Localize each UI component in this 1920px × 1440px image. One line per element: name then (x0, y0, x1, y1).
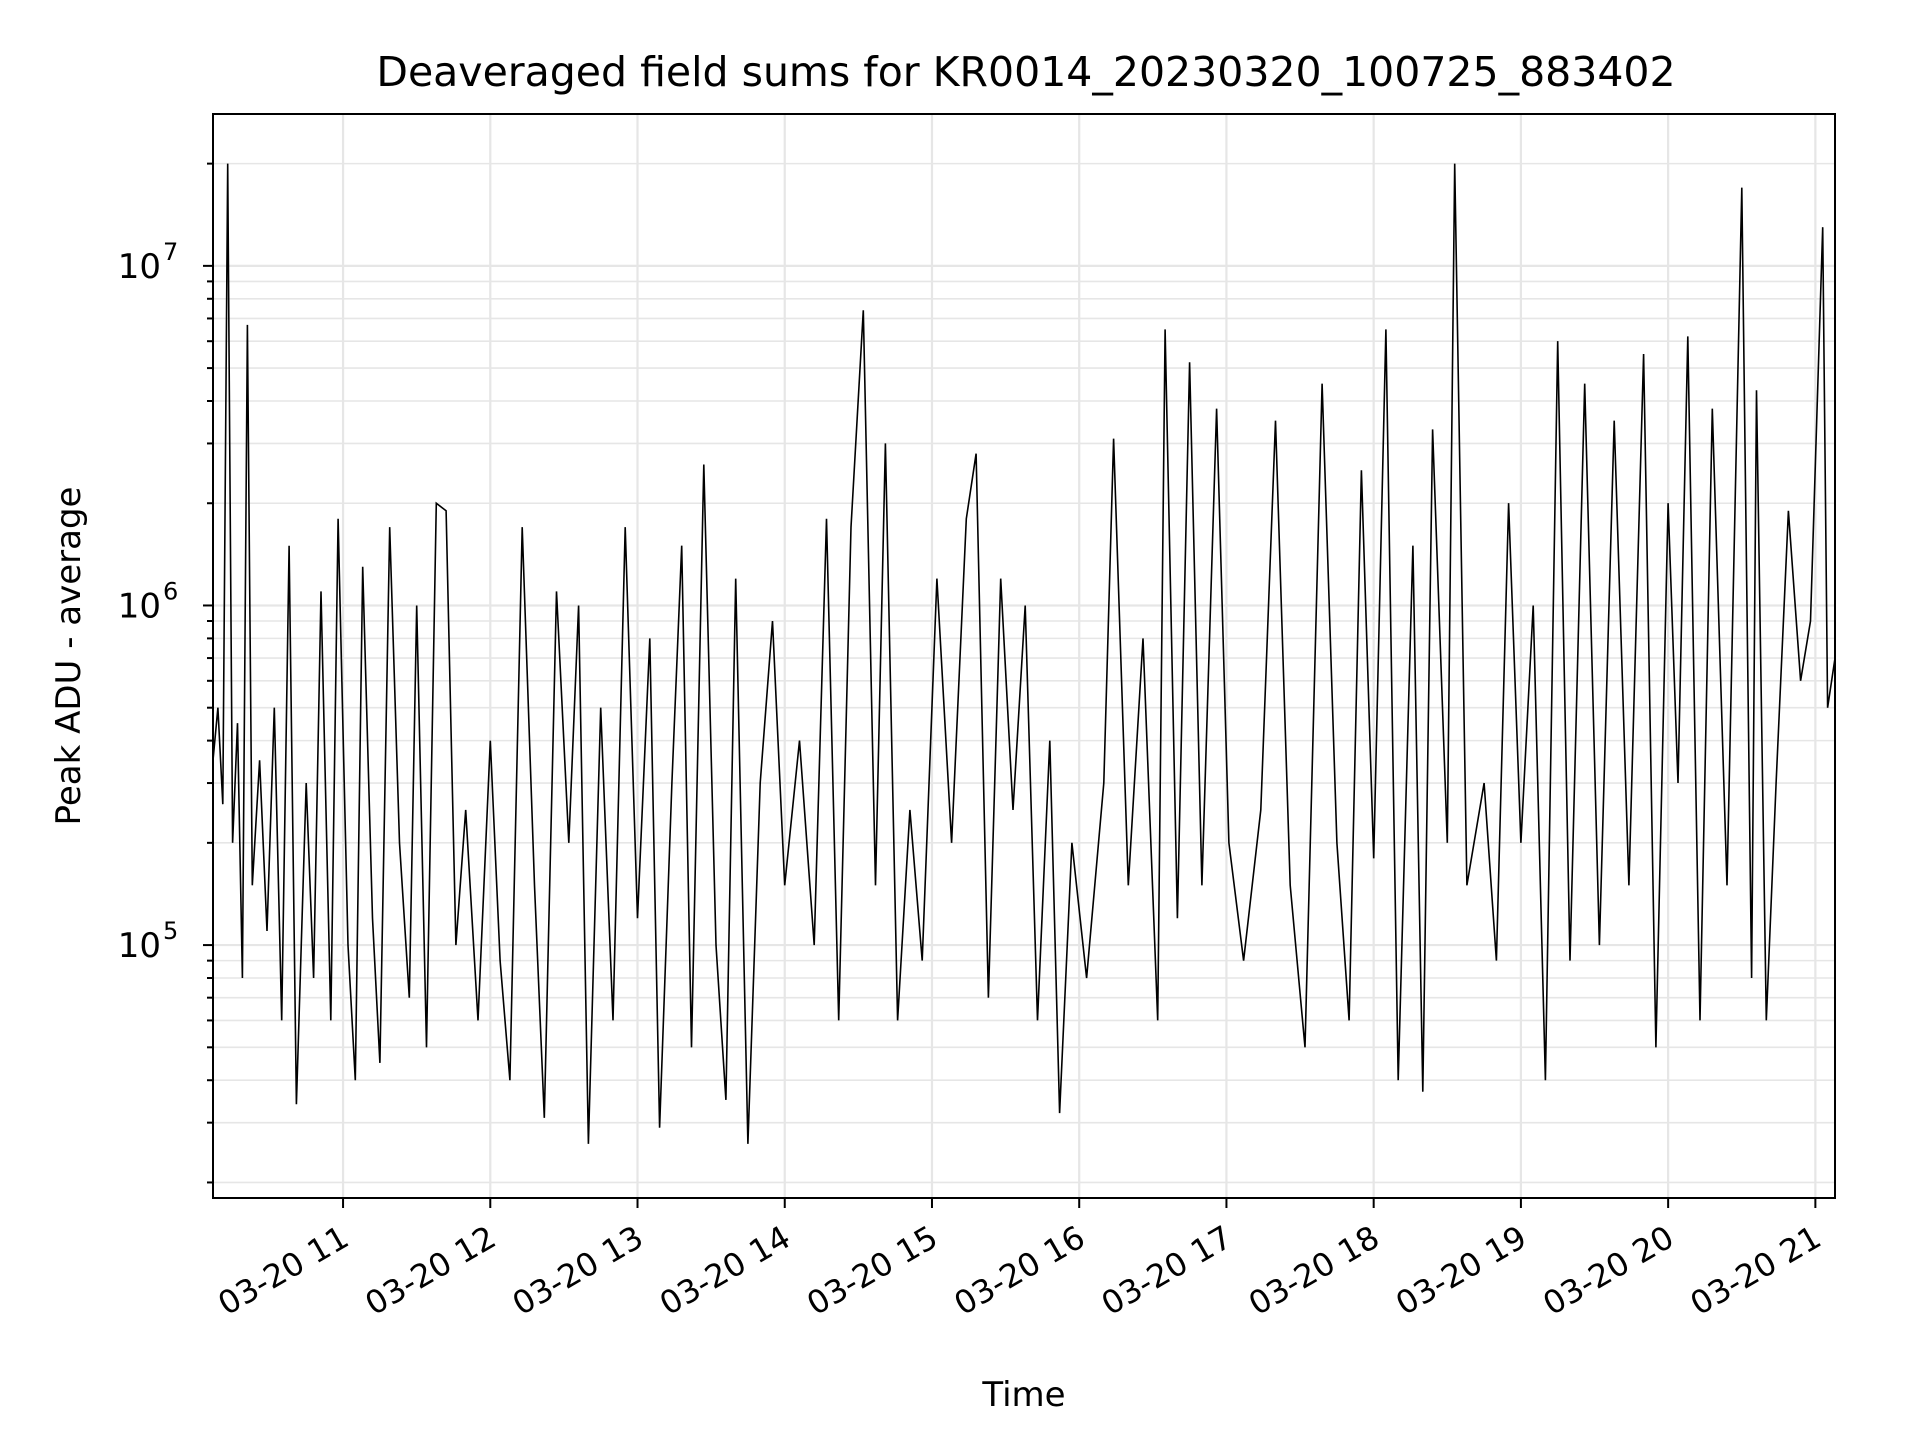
y-axis-label: Peak ADU - average (49, 487, 89, 826)
y-tick-exponent: 5 (163, 917, 178, 945)
x-axis-label: Time (981, 1375, 1065, 1415)
y-tick-label: 10 (118, 926, 161, 966)
series-layer (212, 163, 1836, 1144)
y-tick-exponent: 7 (163, 238, 178, 266)
plot-frame (212, 113, 1836, 1199)
series-line (212, 163, 1836, 1144)
chart-title: Deaveraged field sums for KR0014_2023032… (376, 48, 1675, 96)
y-tick-exponent: 6 (163, 577, 178, 605)
y-tick-label: 10 (118, 586, 161, 626)
y-tick-label: 10 (118, 247, 161, 287)
